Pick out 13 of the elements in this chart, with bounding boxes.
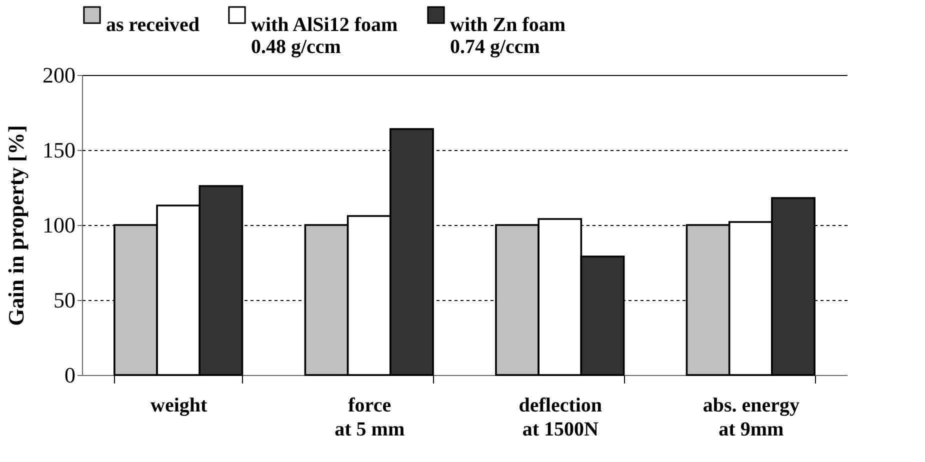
y-axis-title: Gain in property [%] — [4, 125, 28, 326]
y-tick-label: 150 — [42, 138, 76, 162]
x-tick-label: abs. energy at 9mm — [702, 394, 800, 440]
x-tick-label: deflection at 1500N — [518, 394, 602, 440]
y-tick-label: 50 — [54, 288, 76, 312]
x-tick-label: force at 5 mm — [334, 394, 405, 440]
legend-label: as received — [106, 14, 200, 36]
y-tick-label: 100 — [42, 212, 76, 238]
y-tick-label: 0 — [64, 362, 76, 388]
legend-label: with Zn foam 0.74 g/ccm — [450, 14, 566, 58]
y-tick-label: 200 — [42, 62, 76, 88]
x-tick-label: weight — [150, 394, 208, 416]
legend-label: with AlSi12 foam 0.48 g/ccm — [251, 14, 398, 58]
